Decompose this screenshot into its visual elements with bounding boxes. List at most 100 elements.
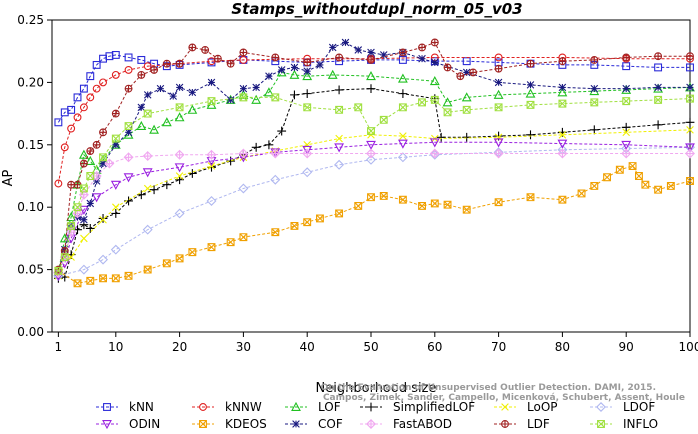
y-tick-label: 0.05 <box>17 263 44 277</box>
data-point <box>67 221 76 230</box>
data-point <box>73 180 82 189</box>
legend-label: kNN <box>129 400 154 414</box>
data-point <box>67 105 76 114</box>
data-point <box>60 143 69 152</box>
data-point <box>462 205 471 214</box>
data-point <box>207 243 216 252</box>
data-point <box>80 234 88 243</box>
data-point <box>111 134 120 143</box>
data-point <box>111 109 120 118</box>
legend-item-kdeos: KDEOS <box>192 417 267 431</box>
data-point <box>99 215 107 224</box>
data-point <box>366 84 376 94</box>
data-point <box>124 128 133 137</box>
data-point <box>85 224 95 233</box>
data-point <box>686 177 694 185</box>
data-point <box>67 253 75 261</box>
data-point <box>397 139 408 149</box>
data-point <box>327 69 338 79</box>
data-point <box>303 103 312 112</box>
data-point <box>79 159 88 168</box>
data-point <box>303 58 312 67</box>
data-point <box>397 152 408 163</box>
data-point <box>238 148 249 159</box>
data-point <box>666 182 675 190</box>
legend-label: SimplifiedLOF <box>393 400 475 414</box>
chart-title: Stamps_withoutdupl_norm_05_v03 <box>231 0 522 18</box>
x-tick-label: 20 <box>172 340 187 354</box>
data-point <box>137 71 146 79</box>
data-point <box>137 55 146 64</box>
data-point <box>174 208 185 219</box>
legend-item-inflo: INFLO <box>590 417 658 431</box>
data-point <box>92 84 101 93</box>
data-point <box>111 70 120 79</box>
legend-item-fastabod: FastABOD <box>360 417 452 431</box>
legend-label: COF <box>318 417 343 431</box>
data-point <box>430 95 439 104</box>
data-point <box>603 173 612 182</box>
data-point <box>143 91 152 99</box>
data-point <box>379 192 388 200</box>
data-point <box>162 259 171 268</box>
data-point <box>303 218 312 227</box>
data-point <box>379 51 388 59</box>
series-inflo <box>54 93 694 275</box>
data-point <box>398 103 407 112</box>
data-point <box>98 254 109 265</box>
data-point <box>686 63 694 72</box>
data-point <box>175 254 184 263</box>
data-point <box>92 140 101 149</box>
data-point <box>239 233 248 242</box>
data-point <box>379 115 388 124</box>
data-point <box>264 140 274 150</box>
data-point <box>99 153 107 162</box>
data-point <box>335 209 344 218</box>
data-point <box>174 112 185 122</box>
data-point <box>86 93 95 102</box>
data-point <box>137 103 146 112</box>
data-point <box>60 253 69 262</box>
data-point <box>654 185 663 194</box>
data-point <box>653 120 663 130</box>
data-point <box>590 182 599 190</box>
data-point <box>289 69 300 79</box>
data-point <box>143 109 152 118</box>
legend-swatch-marker <box>597 420 605 428</box>
data-point <box>277 66 286 74</box>
data-point <box>290 63 299 72</box>
data-point <box>86 199 95 208</box>
data-point <box>494 133 503 142</box>
legend-item-knnw: kNNW <box>192 400 262 414</box>
data-point <box>558 83 567 92</box>
data-point <box>430 38 439 47</box>
data-point <box>99 274 107 283</box>
data-point <box>398 195 407 204</box>
data-point <box>334 85 344 95</box>
data-point <box>86 276 95 285</box>
data-point <box>187 169 197 178</box>
data-point <box>124 122 133 131</box>
data-point <box>494 78 503 87</box>
data-point <box>654 63 663 72</box>
data-point <box>621 148 632 159</box>
data-point <box>86 172 95 180</box>
data-point <box>366 71 376 81</box>
legend-item-loop: LoOP <box>494 400 558 414</box>
data-point <box>685 143 695 153</box>
legend-swatch-marker <box>102 420 112 430</box>
series-kdeos <box>54 162 694 288</box>
legend-label: kNNW <box>225 400 262 414</box>
series-line-inflo <box>57 96 691 272</box>
data-point <box>316 214 324 223</box>
data-point <box>175 172 184 180</box>
data-point <box>91 193 102 203</box>
legend-label: LDF <box>527 417 550 431</box>
data-point <box>73 279 82 288</box>
x-tick-label: 30 <box>236 340 251 354</box>
data-point <box>207 97 216 106</box>
data-point <box>328 43 337 52</box>
data-point <box>238 89 249 99</box>
citation-line-2: On the Evaluation of Unsupervised Outlie… <box>321 383 656 393</box>
data-point <box>265 72 273 80</box>
